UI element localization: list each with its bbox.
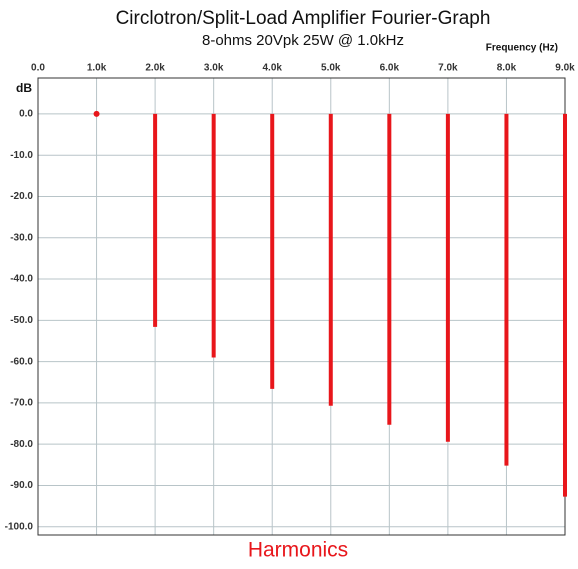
y-tick-label: -30.0 [10, 232, 33, 243]
x-tick-label: 2.0k [145, 63, 165, 74]
y-tick-label: -90.0 [10, 480, 33, 491]
x-tick-label: 3.0k [204, 63, 224, 74]
x-tick-label: 4.0k [262, 63, 282, 74]
x-tick-label: 1.0k [87, 63, 107, 74]
chart-title: Circlotron/Split-Load Amplifier Fourier-… [116, 8, 491, 29]
y-tick-label: -10.0 [10, 150, 33, 161]
y-tick-label: -80.0 [10, 439, 33, 450]
y-tick-label: 0.0 [19, 109, 33, 120]
annotation: Harmonics [248, 539, 348, 562]
x-tick-label: 0.0 [31, 63, 45, 74]
x-tick-label: 5.0k [321, 63, 341, 74]
chart-subtitle: 8-ohms 20Vpk 25W @ 1.0kHz [202, 32, 404, 49]
y-axis-label: dB [16, 81, 32, 95]
y-tick-label: -70.0 [10, 398, 33, 409]
x-tick-label: 9.0k [555, 63, 575, 74]
x-tick-label: 6.0k [380, 63, 400, 74]
x-tick-label: 7.0k [438, 63, 458, 74]
x-tick-label: 8.0k [497, 63, 517, 74]
y-tick-label: -100.0 [5, 521, 34, 532]
y-tick-label: -50.0 [10, 315, 33, 326]
y-tick-label: -60.0 [10, 356, 33, 367]
y-tick-label: -40.0 [10, 274, 33, 285]
y-tick-label: -20.0 [10, 191, 33, 202]
stem-dot [93, 110, 100, 117]
x-axis-label: Frequency (Hz) [486, 43, 558, 54]
